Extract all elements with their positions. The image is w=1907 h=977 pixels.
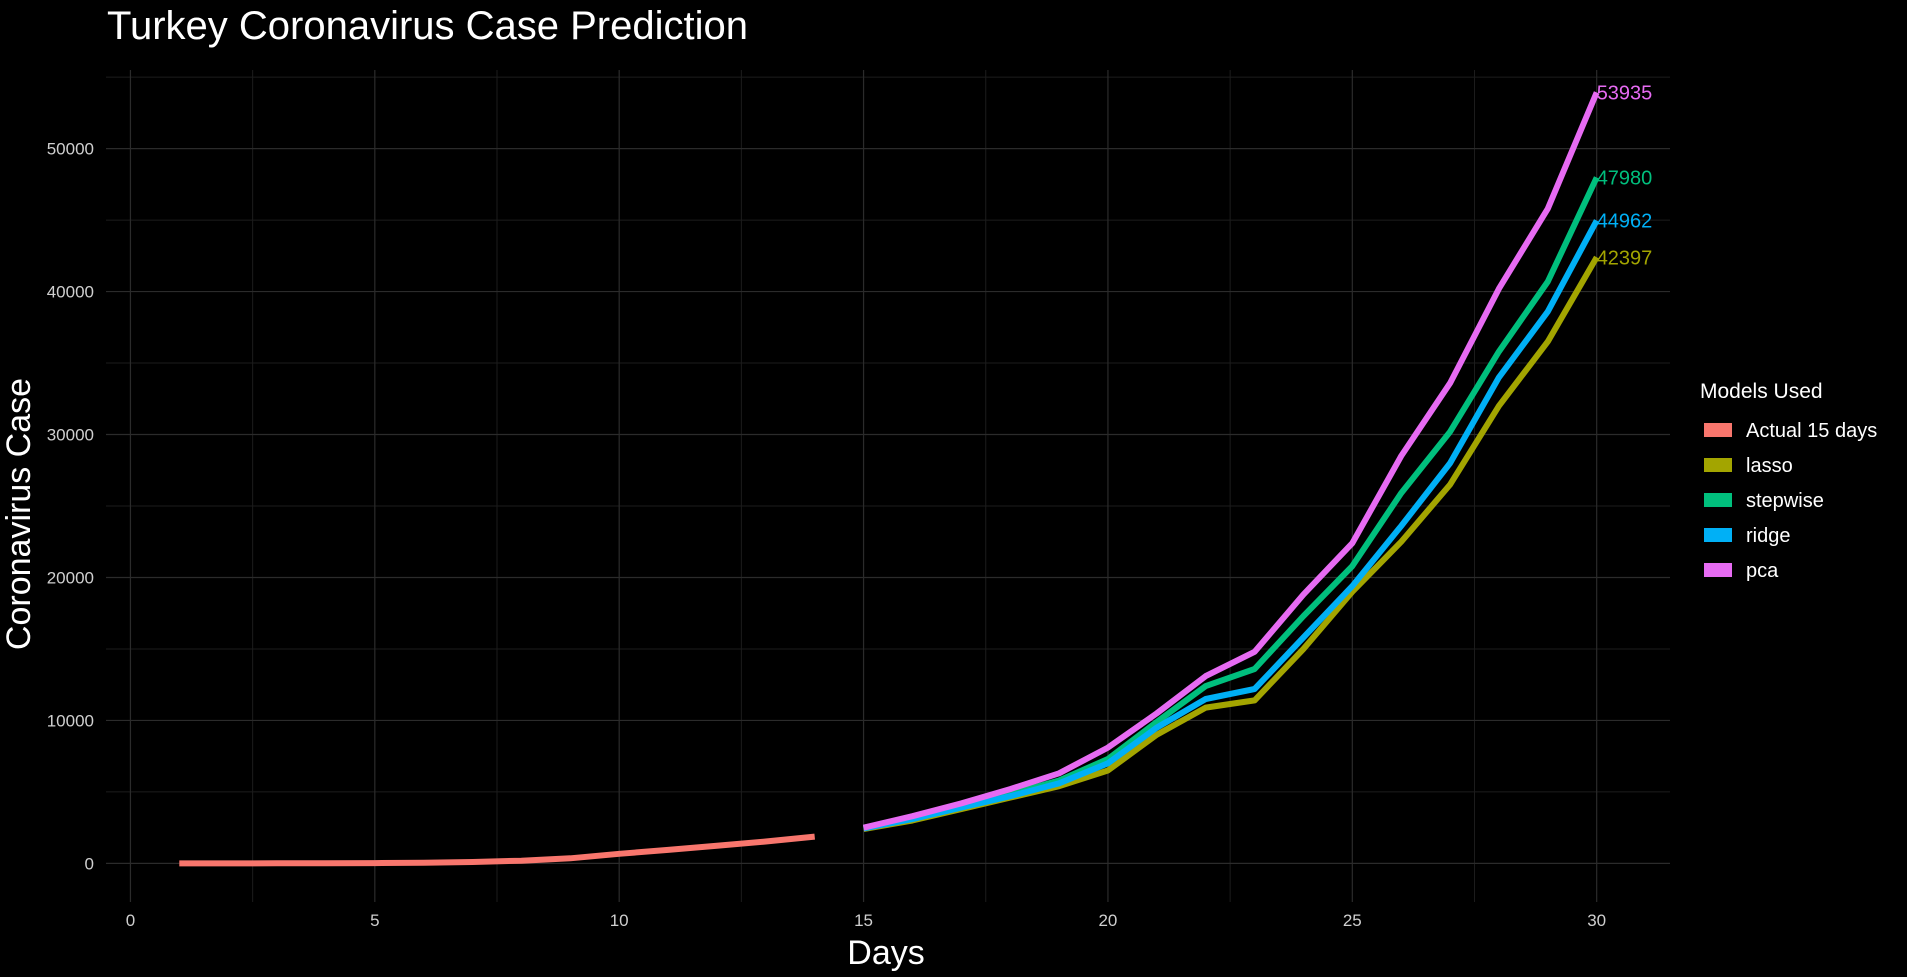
x-axis-ticks: 0 5 10 15 20 25 30 [126, 911, 1606, 930]
series-lines [179, 91, 1600, 867]
y-tick-label: 20000 [47, 568, 94, 587]
series-line-pca [862, 91, 1600, 831]
grid [106, 70, 1670, 902]
legend-item: lasso [1704, 455, 1793, 477]
x-tick-label: 20 [1098, 911, 1117, 930]
end-label-value: 53935 [1597, 82, 1653, 104]
legend-item: Actual 15 days [1704, 420, 1877, 442]
x-tick-label: 5 [370, 911, 379, 930]
y-tick-label: 50000 [47, 140, 94, 159]
legend-swatch [1704, 528, 1732, 542]
end-label-value: 44962 [1597, 211, 1653, 233]
y-tick-label: 30000 [47, 426, 94, 445]
x-tick-label: 25 [1343, 911, 1362, 930]
end-labels: 53935 47980 44962 42397 [1597, 82, 1653, 269]
chart-title: Turkey Coronavirus Case Prediction [107, 4, 748, 48]
legend-item: ridge [1704, 525, 1790, 547]
series-line-actual-15-days [179, 833, 815, 867]
legend-item: stepwise [1704, 490, 1824, 512]
legend-label: stepwise [1746, 490, 1824, 512]
legend-swatch [1704, 493, 1732, 507]
x-tick-label: 10 [610, 911, 629, 930]
legend-label: pca [1746, 560, 1779, 582]
x-tick-label: 15 [854, 911, 873, 930]
legend-label: lasso [1746, 455, 1793, 477]
y-axis-ticks: 0 10000 20000 30000 40000 50000 [47, 140, 94, 874]
y-tick-label: 40000 [47, 283, 94, 302]
legend-swatch [1704, 458, 1732, 472]
legend-title: Models Used [1700, 380, 1823, 403]
y-axis-title: Coronavirus Case [0, 378, 38, 650]
legend-swatch [1704, 423, 1732, 437]
legend-label: Actual 15 days [1746, 420, 1877, 442]
series-line-ridge [863, 219, 1600, 832]
x-tick-label: 30 [1587, 911, 1606, 930]
end-label-value: 47980 [1597, 168, 1653, 190]
x-axis-title: Days [847, 934, 924, 972]
legend-item: pca [1704, 560, 1779, 582]
x-tick-label: 0 [126, 911, 135, 930]
end-label-value: 42397 [1597, 247, 1653, 269]
y-tick-label: 0 [85, 854, 94, 873]
y-tick-label: 10000 [47, 711, 94, 730]
legend: Models Used Actual 15 days lasso stepwise r… [1700, 380, 1877, 582]
legend-swatch [1704, 563, 1732, 577]
legend-label: ridge [1746, 525, 1790, 547]
